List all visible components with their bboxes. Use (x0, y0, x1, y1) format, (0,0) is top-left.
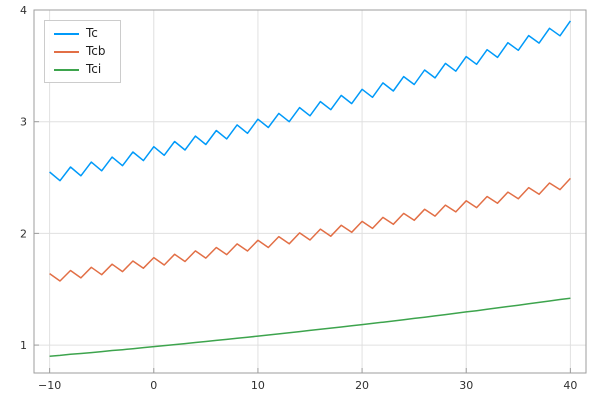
x-tick-label: 30 (459, 379, 473, 392)
plot-frame (33, 9, 587, 374)
legend-swatch-tci (54, 68, 79, 71)
legend-item-tc: Tc (54, 27, 106, 40)
x-tick-label: −10 (38, 379, 61, 392)
legend-item-tcb: Tcb (54, 45, 106, 58)
y-tick-label: 2 (20, 227, 27, 240)
series-line-tci (49, 297, 571, 357)
y-tick-label: 3 (20, 116, 27, 129)
x-tick-label: 0 (150, 379, 157, 392)
x-tick-label: 20 (355, 379, 369, 392)
legend-label-tc: Tc (86, 26, 98, 40)
legend: Tc Tcb Tci (44, 20, 121, 83)
x-tick-label: 10 (251, 379, 265, 392)
x-tick-label: 40 (563, 379, 577, 392)
series-line-tc (49, 20, 572, 182)
series-line-tcb (49, 177, 571, 282)
legend-swatch-tc (54, 32, 79, 35)
y-tick-label: 4 (20, 4, 27, 17)
legend-label-tcb: Tcb (86, 44, 106, 58)
legend-label-tci: Tci (86, 62, 102, 76)
legend-swatch-tcb (54, 50, 79, 53)
y-tick-label: 1 (20, 339, 27, 352)
legend-item-tci: Tci (54, 63, 106, 76)
